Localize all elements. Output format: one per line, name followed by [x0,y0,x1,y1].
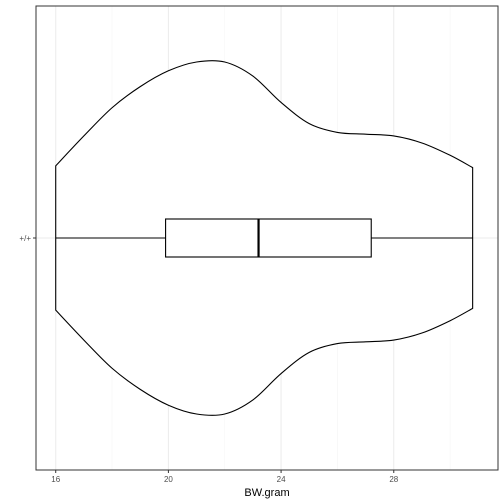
iqr-box [165,218,372,258]
x-axis-ticks: 16 20 24 28 [51,470,399,484]
x-tick-label: 24 [277,475,286,484]
y-axis-ticks: +/+ [19,234,36,243]
x-axis-title: BW.gram [244,487,289,499]
y-tick-label: +/+ [19,234,31,243]
x-tick-label: 28 [389,475,398,484]
x-tick-label: 16 [51,475,60,484]
x-tick-label: 20 [164,475,173,484]
